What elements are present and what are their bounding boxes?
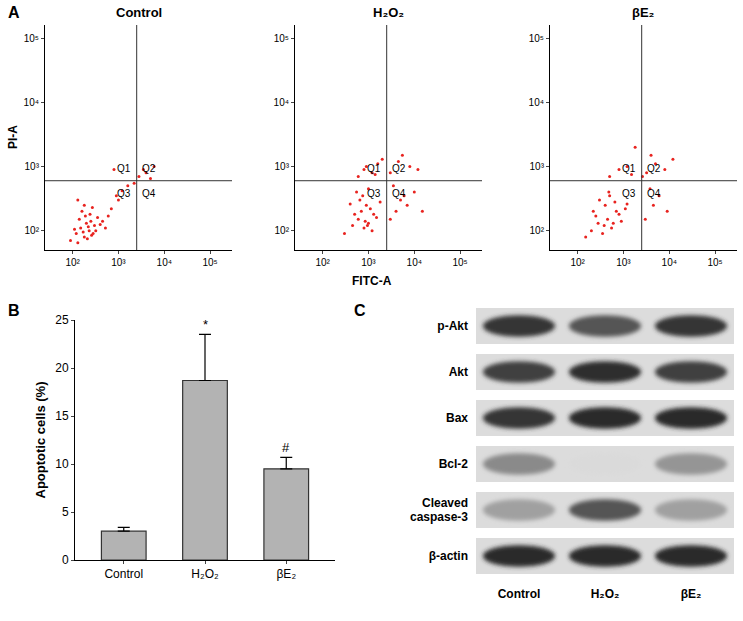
svg-text:10²: 10²: [530, 225, 545, 236]
svg-text:Q4: Q4: [647, 188, 661, 199]
svg-text:15: 15: [55, 409, 69, 423]
svg-text:10³: 10³: [111, 257, 126, 268]
svg-text:PI-A: PI-A: [6, 125, 20, 149]
svg-text:H₂O₂: H₂O₂: [373, 5, 404, 20]
svg-text:Control: Control: [498, 587, 541, 601]
svg-text:Q2: Q2: [392, 163, 406, 174]
svg-text:0: 0: [62, 553, 69, 567]
svg-text:Q4: Q4: [142, 188, 156, 199]
svg-text:10⁴: 10⁴: [529, 97, 544, 108]
svg-text:25: 25: [55, 313, 69, 327]
svg-text:βE₂: βE₂: [632, 5, 655, 20]
svg-text:FITC-A: FITC-A: [352, 274, 392, 288]
svg-text:10⁴: 10⁴: [407, 257, 422, 268]
svg-text:10: 10: [55, 457, 69, 471]
svg-text:10⁴: 10⁴: [662, 257, 677, 268]
svg-text:10⁴: 10⁴: [274, 97, 289, 108]
svg-text:10⁵: 10⁵: [202, 257, 217, 268]
svg-text:β-actin: β-actin: [429, 549, 468, 563]
svg-text:10³: 10³: [25, 161, 40, 172]
svg-text:Q4: Q4: [392, 188, 406, 199]
svg-text:5: 5: [62, 505, 69, 519]
svg-text:10³: 10³: [530, 161, 545, 172]
svg-text:H₂O₂: H₂O₂: [191, 567, 219, 581]
svg-text:10²: 10²: [570, 257, 585, 268]
svg-text:10²: 10²: [315, 257, 330, 268]
svg-text:Q3: Q3: [622, 188, 636, 199]
svg-text:Q2: Q2: [647, 163, 661, 174]
svg-text:Bcl-2: Bcl-2: [439, 457, 469, 471]
svg-text:10⁴: 10⁴: [24, 97, 39, 108]
svg-text:Q3: Q3: [367, 188, 381, 199]
svg-text:10⁵: 10⁵: [452, 257, 467, 268]
svg-text:βE₂: βE₂: [276, 567, 296, 581]
svg-text:10²: 10²: [65, 257, 80, 268]
svg-text:A: A: [8, 4, 20, 21]
svg-text:H₂O₂: H₂O₂: [591, 587, 620, 601]
svg-text:Apoptotic cells (%): Apoptotic cells (%): [33, 381, 48, 498]
svg-text:Q2: Q2: [142, 163, 156, 174]
svg-text:20: 20: [55, 361, 69, 375]
svg-text:#: #: [282, 440, 290, 455]
svg-text:10³: 10³: [361, 257, 376, 268]
svg-text:10⁵: 10⁵: [707, 257, 722, 268]
svg-text:10³: 10³: [616, 257, 631, 268]
svg-text:p-Akt: p-Akt: [437, 319, 468, 333]
svg-text:B: B: [8, 302, 20, 319]
svg-text:*: *: [203, 317, 208, 332]
svg-text:Q3: Q3: [117, 188, 131, 199]
svg-text:Q1: Q1: [117, 163, 131, 174]
svg-text:Q1: Q1: [622, 163, 636, 174]
svg-text:10⁵: 10⁵: [529, 33, 544, 44]
svg-text:10²: 10²: [275, 225, 290, 236]
svg-text:10⁵: 10⁵: [24, 33, 39, 44]
svg-text:10²: 10²: [25, 225, 40, 236]
svg-text:10³: 10³: [275, 161, 290, 172]
svg-text:Akt: Akt: [449, 365, 468, 379]
svg-text:10⁴: 10⁴: [157, 257, 172, 268]
svg-text:Control: Control: [116, 5, 162, 20]
svg-text:C: C: [354, 302, 366, 319]
svg-text:Bax: Bax: [446, 411, 468, 425]
svg-text:βE₂: βE₂: [681, 587, 702, 601]
svg-text:Control: Control: [104, 567, 143, 581]
svg-text:Cleavedcaspase-3: Cleavedcaspase-3: [410, 496, 468, 524]
svg-text:10⁵: 10⁵: [274, 33, 289, 44]
svg-text:Q1: Q1: [367, 163, 381, 174]
